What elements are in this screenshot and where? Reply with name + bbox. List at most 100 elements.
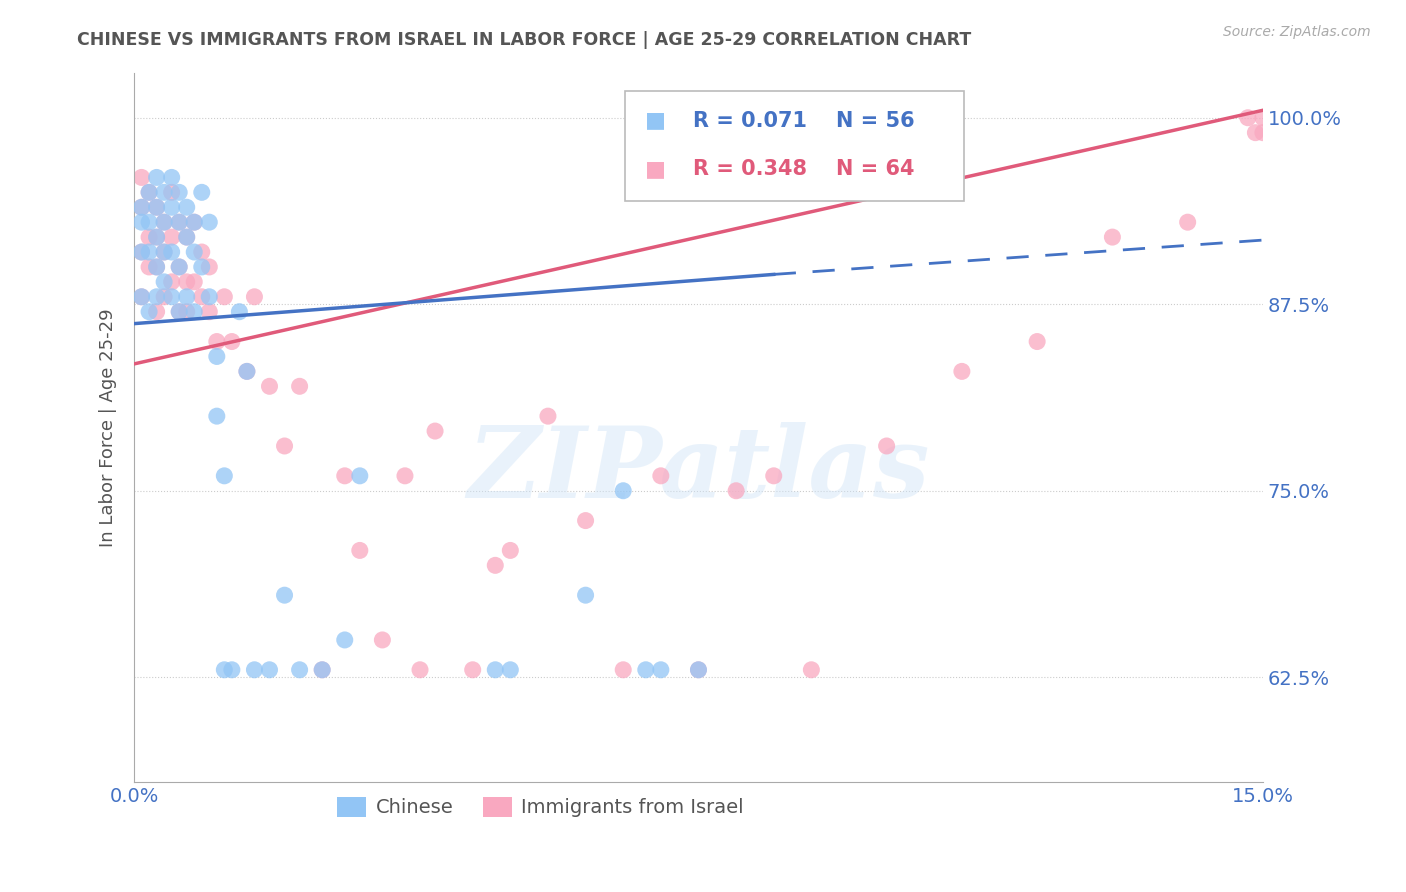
Point	[138, 186, 160, 200]
Point	[145, 230, 167, 244]
Text: ■: ■	[645, 159, 666, 178]
Point	[273, 588, 295, 602]
Point	[160, 245, 183, 260]
Point	[1101, 230, 1123, 244]
Point	[160, 170, 183, 185]
Point	[634, 663, 657, 677]
Point	[153, 186, 176, 200]
Point	[273, 439, 295, 453]
Text: ZIPatlas: ZIPatlas	[467, 422, 929, 518]
Point	[153, 215, 176, 229]
Point	[311, 663, 333, 677]
Point	[762, 468, 785, 483]
Point	[574, 514, 596, 528]
Point	[499, 663, 522, 677]
Point	[183, 215, 205, 229]
Point	[138, 186, 160, 200]
Point	[214, 663, 236, 677]
Point	[160, 230, 183, 244]
Point	[236, 364, 259, 378]
Point	[167, 304, 190, 318]
Point	[176, 200, 198, 214]
Point	[160, 186, 183, 200]
Point	[190, 186, 212, 200]
Point	[153, 215, 176, 229]
Point	[145, 170, 167, 185]
Point	[1251, 126, 1274, 140]
Point	[176, 230, 198, 244]
Point	[288, 663, 311, 677]
Text: ■: ■	[645, 111, 666, 130]
Point	[138, 230, 160, 244]
Text: Source: ZipAtlas.com: Source: ZipAtlas.com	[1223, 25, 1371, 39]
Point	[176, 230, 198, 244]
Point	[167, 260, 190, 274]
Point	[167, 215, 190, 229]
Point	[1251, 111, 1274, 125]
Point	[176, 275, 198, 289]
Point	[176, 304, 198, 318]
Point	[259, 663, 281, 677]
Point	[499, 543, 522, 558]
Text: CHINESE VS IMMIGRANTS FROM ISRAEL IN LABOR FORCE | AGE 25-29 CORRELATION CHART: CHINESE VS IMMIGRANTS FROM ISRAEL IN LAB…	[77, 31, 972, 49]
Point	[167, 260, 190, 274]
Point	[198, 304, 221, 318]
Point	[190, 290, 212, 304]
Point	[153, 245, 176, 260]
Point	[876, 439, 898, 453]
Point	[145, 260, 167, 274]
Point	[221, 663, 243, 677]
Point	[950, 364, 973, 378]
Text: R = 0.348    N = 64: R = 0.348 N = 64	[693, 159, 914, 178]
Point	[138, 304, 160, 318]
Point	[349, 543, 371, 558]
Point	[333, 468, 356, 483]
Point	[131, 200, 153, 214]
Point	[131, 245, 153, 260]
Point	[183, 304, 205, 318]
Point	[461, 663, 484, 677]
Point	[725, 483, 748, 498]
Point	[243, 290, 266, 304]
Point	[205, 334, 228, 349]
Point	[183, 245, 205, 260]
Point	[221, 334, 243, 349]
Point	[131, 170, 153, 185]
Point	[190, 245, 212, 260]
Point	[349, 468, 371, 483]
Point	[145, 260, 167, 274]
Point	[650, 468, 672, 483]
FancyBboxPatch shape	[626, 91, 963, 201]
Point	[138, 245, 160, 260]
Point	[1244, 126, 1267, 140]
Point	[214, 290, 236, 304]
Point	[409, 663, 432, 677]
Point	[131, 290, 153, 304]
Point	[145, 200, 167, 214]
Point	[205, 409, 228, 424]
Point	[145, 230, 167, 244]
Point	[800, 663, 823, 677]
Point	[183, 215, 205, 229]
Point	[145, 200, 167, 214]
Point	[650, 663, 672, 677]
Point	[145, 304, 167, 318]
Point	[574, 588, 596, 602]
Point	[1177, 215, 1199, 229]
Point	[612, 483, 634, 498]
Point	[183, 275, 205, 289]
Point	[612, 663, 634, 677]
Point	[205, 350, 228, 364]
Point	[138, 215, 160, 229]
Point	[145, 290, 167, 304]
Point	[1026, 334, 1049, 349]
Point	[138, 260, 160, 274]
Point	[198, 290, 221, 304]
Point	[1237, 111, 1260, 125]
Point	[484, 663, 506, 677]
Point	[484, 558, 506, 573]
Point	[153, 245, 176, 260]
Point	[153, 290, 176, 304]
Legend: Chinese, Immigrants from Israel: Chinese, Immigrants from Israel	[329, 789, 752, 825]
Point	[688, 663, 710, 677]
